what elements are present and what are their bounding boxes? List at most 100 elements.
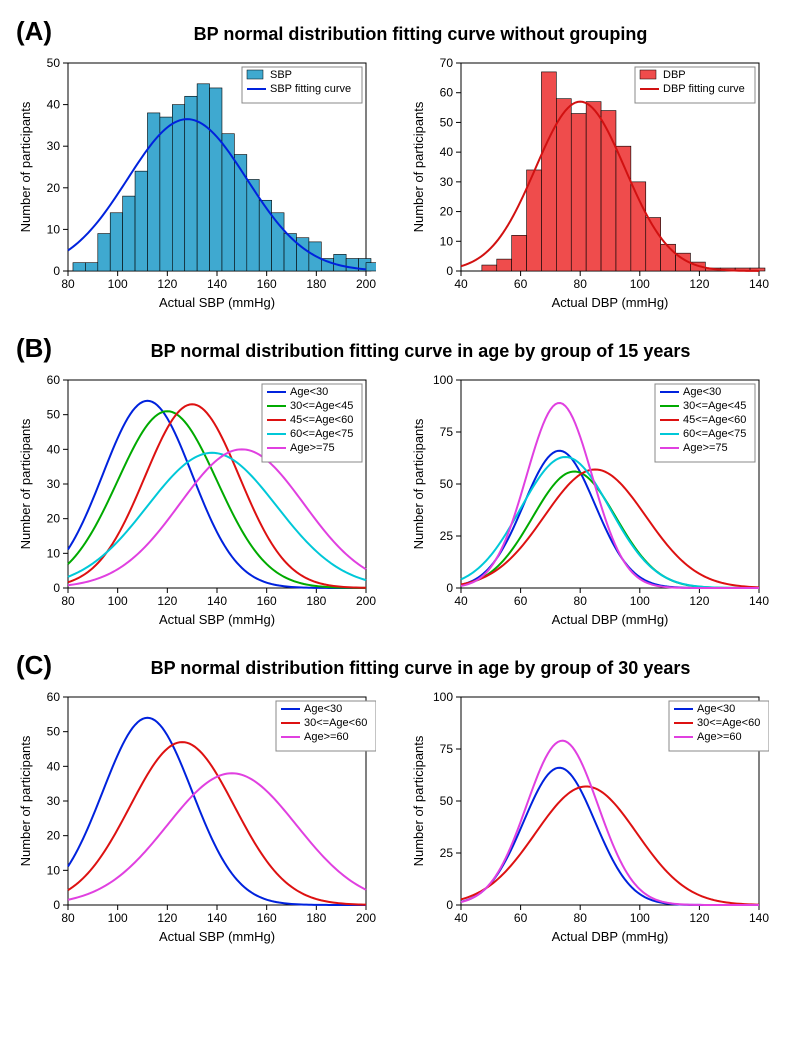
panel-title-a: BP normal distribution fitting curve wit… [72,24,769,45]
svg-text:40: 40 [47,98,61,112]
svg-text:200: 200 [356,911,376,925]
svg-text:160: 160 [257,911,277,925]
svg-text:0: 0 [446,898,453,912]
svg-text:20: 20 [47,829,61,843]
svg-text:SBP fitting curve: SBP fitting curve [270,83,351,95]
svg-text:140: 140 [749,594,769,608]
svg-text:Number of participants: Number of participants [411,418,426,549]
svg-text:180: 180 [306,911,326,925]
svg-text:Age<30: Age<30 [304,703,342,715]
svg-text:60: 60 [47,690,61,704]
svg-text:80: 80 [574,911,588,925]
svg-text:0: 0 [446,581,453,595]
panel-letter-b: (B) [16,333,58,364]
chart-b-sbp: 801001201401601802000102030405060Actual … [16,370,376,630]
svg-text:50: 50 [47,725,61,739]
svg-text:10: 10 [440,234,454,248]
svg-text:20: 20 [47,181,61,195]
svg-text:160: 160 [257,277,277,291]
svg-text:45<=Age<60: 45<=Age<60 [290,414,353,426]
chart-c-sbp: 801001201401601802000102030405060Actual … [16,687,376,947]
svg-text:Actual SBP (mmHg): Actual SBP (mmHg) [159,929,275,944]
svg-text:60<=Age<75: 60<=Age<75 [290,428,353,440]
svg-text:40: 40 [47,759,61,773]
svg-text:70: 70 [440,56,454,70]
svg-text:120: 120 [689,911,709,925]
svg-text:80: 80 [61,911,75,925]
svg-text:100: 100 [630,911,650,925]
panel-c: (C) BP normal distribution fitting curve… [16,650,769,947]
svg-text:Actual SBP (mmHg): Actual SBP (mmHg) [159,295,275,310]
svg-text:0: 0 [53,581,60,595]
svg-text:100: 100 [433,690,453,704]
panel-letter-a: (A) [16,16,58,47]
svg-text:30: 30 [47,794,61,808]
svg-text:30<=Age<60: 30<=Age<60 [304,717,367,729]
svg-text:75: 75 [440,425,454,439]
svg-text:60: 60 [514,594,528,608]
svg-text:80: 80 [61,594,75,608]
panel-letter-c: (C) [16,650,58,681]
svg-text:120: 120 [157,594,177,608]
panel-title-c: BP normal distribution fitting curve in … [72,658,769,679]
svg-text:60: 60 [47,373,61,387]
svg-text:180: 180 [306,277,326,291]
svg-text:0: 0 [446,264,453,278]
svg-text:30: 30 [47,139,61,153]
svg-text:25: 25 [440,529,454,543]
chart-b-dbp: 4060801001201400255075100Actual DBP (mmH… [409,370,769,630]
svg-text:30: 30 [47,477,61,491]
svg-text:10: 10 [47,546,61,560]
svg-text:50: 50 [440,794,454,808]
svg-text:0: 0 [53,898,60,912]
svg-text:140: 140 [207,277,227,291]
svg-text:10: 10 [47,863,61,877]
svg-text:120: 120 [689,594,709,608]
svg-text:100: 100 [108,911,128,925]
svg-text:20: 20 [440,205,454,219]
svg-text:Age>=60: Age>=60 [304,731,349,743]
svg-text:50: 50 [47,408,61,422]
svg-text:Actual DBP (mmHg): Actual DBP (mmHg) [552,929,669,944]
svg-text:75: 75 [440,742,454,756]
svg-text:60: 60 [440,86,454,100]
svg-text:30: 30 [440,175,454,189]
svg-text:40: 40 [47,442,61,456]
svg-text:Actual DBP (mmHg): Actual DBP (mmHg) [552,612,669,627]
svg-text:200: 200 [356,277,376,291]
chart-a-sbp: 8010012014016018020001020304050Actual SB… [16,53,376,313]
svg-text:100: 100 [108,594,128,608]
svg-text:Age<30: Age<30 [697,703,735,715]
svg-text:50: 50 [47,56,61,70]
svg-text:60: 60 [514,911,528,925]
svg-text:40: 40 [454,911,468,925]
svg-text:60<=Age<75: 60<=Age<75 [683,428,746,440]
svg-text:120: 120 [689,277,709,291]
chart-a-dbp: 406080100120140010203040506070Actual DBP… [409,53,769,313]
svg-text:180: 180 [306,594,326,608]
svg-text:120: 120 [157,911,177,925]
svg-text:30<=Age<45: 30<=Age<45 [683,400,746,412]
svg-text:30<=Age<45: 30<=Age<45 [290,400,353,412]
svg-text:Age>=60: Age>=60 [697,731,742,743]
svg-text:80: 80 [61,277,75,291]
svg-text:Number of participants: Number of participants [18,735,33,866]
svg-text:25: 25 [440,846,454,860]
svg-text:40: 40 [454,277,468,291]
svg-text:140: 140 [749,911,769,925]
svg-text:140: 140 [207,594,227,608]
svg-text:40: 40 [440,145,454,159]
svg-text:Age>=75: Age>=75 [683,442,728,454]
svg-text:80: 80 [574,277,588,291]
svg-text:160: 160 [257,594,277,608]
svg-text:DBP: DBP [663,69,686,81]
svg-text:DBP fitting curve: DBP fitting curve [663,83,745,95]
svg-text:50: 50 [440,477,454,491]
svg-text:50: 50 [440,115,454,129]
panel-b: (B) BP normal distribution fitting curve… [16,333,769,630]
svg-text:200: 200 [356,594,376,608]
svg-text:Age>=75: Age>=75 [290,442,335,454]
svg-text:140: 140 [749,277,769,291]
svg-text:40: 40 [454,594,468,608]
svg-text:10: 10 [47,222,61,236]
